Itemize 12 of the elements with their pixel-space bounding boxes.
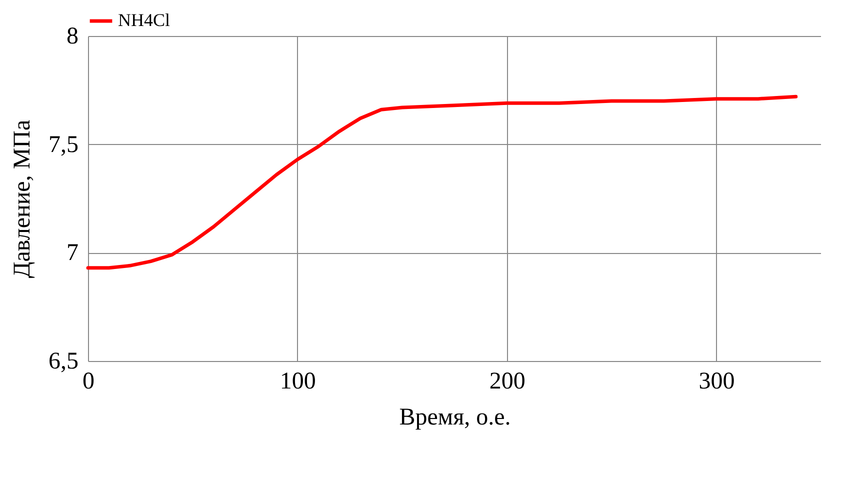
y-axis-title: Давление, МПа xyxy=(10,119,36,278)
legend-label: NH4Cl xyxy=(118,10,170,30)
y-tick-label: 6,5 xyxy=(48,348,78,374)
x-tick-label: 100 xyxy=(280,368,316,394)
y-tick-label: 7 xyxy=(66,240,78,266)
y-tick-label: 8 xyxy=(66,24,78,50)
x-tick-label: 300 xyxy=(698,368,735,394)
x-tick-label: 200 xyxy=(489,368,526,394)
line-series xyxy=(86,94,798,270)
y-tick-label: 7,5 xyxy=(48,132,78,158)
x-tick-label: 0 xyxy=(82,368,94,394)
x-axis-title: Время, о.е. xyxy=(399,404,511,430)
